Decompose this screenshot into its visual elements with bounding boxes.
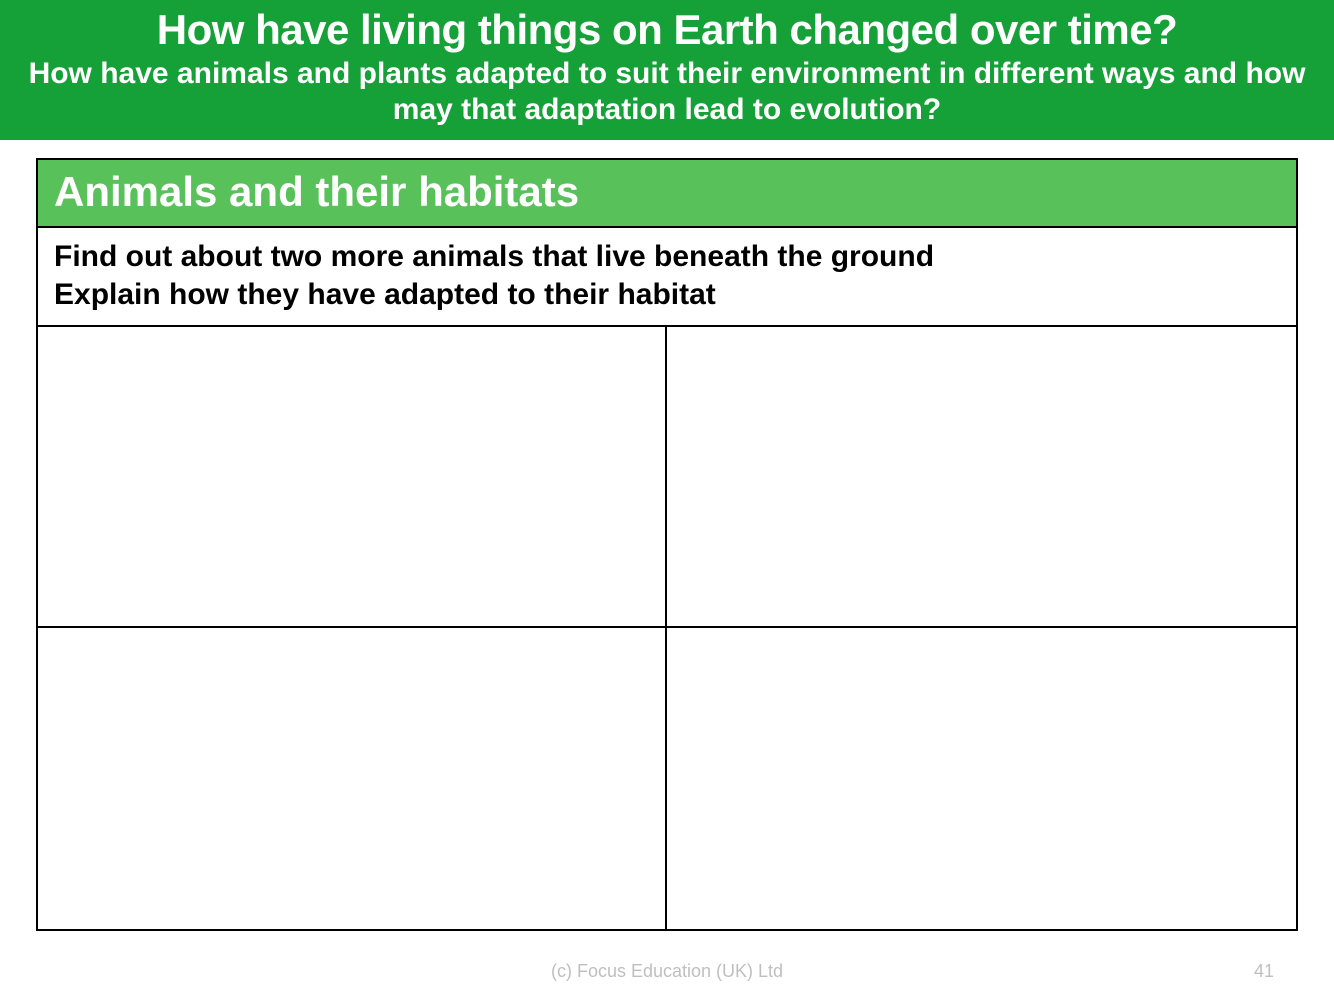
banner: How have living things on Earth changed … <box>0 0 1334 140</box>
instructions: Find out about two more animals that liv… <box>38 228 1296 327</box>
answer-grid <box>38 327 1296 929</box>
banner-subtitle: How have animals and plants adapted to s… <box>20 56 1314 128</box>
answer-cell <box>38 327 667 628</box>
instruction-line-1: Find out about two more animals that liv… <box>54 238 1280 276</box>
worksheet-page: How have living things on Earth changed … <box>0 0 1334 1000</box>
answer-cell <box>667 628 1296 929</box>
section-header: Animals and their habitats <box>38 160 1296 228</box>
footer: (c) Focus Education (UK) Ltd 41 <box>0 961 1334 982</box>
banner-title: How have living things on Earth changed … <box>20 6 1314 54</box>
answer-cell <box>38 628 667 929</box>
copyright-text: (c) Focus Education (UK) Ltd <box>0 961 1334 982</box>
worksheet-box: Animals and their habitats Find out abou… <box>36 158 1298 931</box>
answer-cell <box>667 327 1296 628</box>
instruction-line-2: Explain how they have adapted to their h… <box>54 276 1280 314</box>
